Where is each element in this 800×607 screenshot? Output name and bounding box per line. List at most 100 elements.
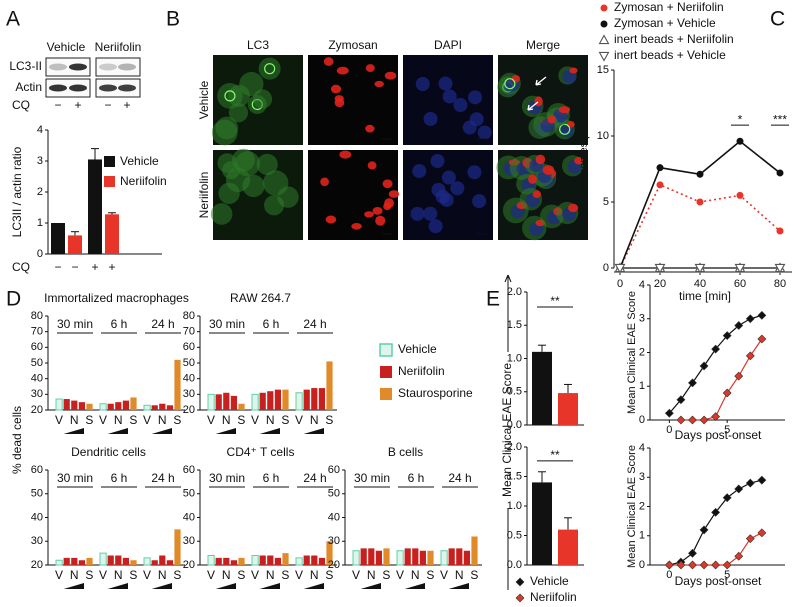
laposome-ring bbox=[224, 90, 236, 102]
zymosan-particle bbox=[569, 67, 578, 74]
y-tick-label: 4 bbox=[639, 442, 645, 454]
cell-dapi bbox=[423, 111, 438, 126]
zymosan-particle bbox=[330, 84, 342, 94]
series-marker bbox=[776, 169, 784, 177]
bar bbox=[318, 388, 325, 410]
series-marker bbox=[734, 263, 746, 274]
zymosan-particle bbox=[574, 156, 584, 165]
y-tick-label: 60 bbox=[183, 464, 195, 476]
x-axis-label: CQ bbox=[12, 260, 30, 274]
x-axis-label: Days post-onset bbox=[675, 428, 762, 442]
micrograph-column-label: Merge bbox=[526, 38, 560, 52]
series-marker bbox=[676, 560, 686, 570]
micrograph-column-label: DAPI bbox=[434, 38, 462, 52]
bar bbox=[230, 560, 237, 565]
dose-wedge bbox=[404, 583, 425, 589]
series-marker bbox=[757, 475, 767, 485]
y-tick-label: 1.5 bbox=[507, 319, 522, 331]
series-marker bbox=[699, 560, 709, 570]
zymosan-particle bbox=[334, 98, 345, 108]
y-tick-label: 15 bbox=[597, 64, 609, 76]
bar bbox=[159, 403, 166, 410]
y-tick-label: 40 bbox=[183, 373, 195, 385]
cell-lc3 bbox=[277, 186, 299, 208]
dose-wedge bbox=[215, 428, 236, 434]
dose-wedge bbox=[259, 428, 280, 434]
bar bbox=[404, 548, 411, 565]
dose-wedge bbox=[303, 583, 324, 589]
zymosan-particle bbox=[528, 174, 537, 184]
legend-label: Neriifolin bbox=[120, 174, 167, 188]
blot-band bbox=[49, 84, 67, 92]
bar bbox=[68, 235, 82, 254]
cell-dapi bbox=[428, 219, 443, 234]
bar-label: S bbox=[129, 568, 137, 582]
y-tick-label: 20 bbox=[31, 404, 43, 416]
y-tick-label: 4 bbox=[639, 279, 645, 291]
cell-lc3 bbox=[242, 174, 265, 198]
micrograph bbox=[308, 55, 398, 145]
bar-label: S bbox=[281, 413, 289, 427]
bar-label: S bbox=[426, 568, 434, 582]
series-marker bbox=[774, 263, 786, 274]
x-tick-label: + bbox=[108, 260, 115, 274]
bar-label: V bbox=[207, 413, 215, 427]
dose-wedge bbox=[448, 583, 469, 589]
significance-label: *** bbox=[773, 112, 787, 126]
cell-dapi bbox=[439, 192, 454, 207]
cell-lc3 bbox=[211, 119, 238, 146]
x-axis-label: time [min] bbox=[679, 289, 731, 303]
series-marker bbox=[676, 415, 686, 425]
y-tick-label: 2.0 bbox=[507, 441, 522, 453]
y-tick-label: 80 bbox=[31, 310, 43, 322]
bar bbox=[311, 388, 318, 410]
bar-label: S bbox=[281, 568, 289, 582]
legend-label: Vehicle bbox=[530, 574, 569, 588]
cell-dapi bbox=[412, 164, 427, 179]
bar bbox=[78, 560, 85, 565]
x-tick-label: 0 bbox=[666, 569, 672, 581]
y-tick-label: 1.5 bbox=[507, 470, 522, 482]
dose-wedge bbox=[151, 583, 172, 589]
significance-label: ** bbox=[550, 294, 560, 308]
blot-frame bbox=[45, 57, 91, 77]
group-label: 6 h bbox=[408, 471, 425, 485]
y-tick-label: 10 bbox=[597, 130, 609, 142]
panel-letter: C bbox=[770, 8, 785, 31]
y-tick-label: 1.0 bbox=[507, 352, 522, 364]
bar bbox=[282, 389, 289, 410]
blot-cq-label: CQ bbox=[12, 98, 30, 112]
x-tick-label: 80 bbox=[774, 278, 786, 290]
bar-label: V bbox=[143, 568, 151, 582]
series-marker bbox=[699, 415, 709, 425]
bar-label: S bbox=[85, 568, 93, 582]
panel-letter: D bbox=[6, 288, 21, 311]
legend-label: Vehicle bbox=[398, 342, 437, 356]
blot-frame bbox=[95, 57, 141, 77]
bar bbox=[207, 393, 215, 411]
bar bbox=[55, 398, 63, 411]
legend-marker bbox=[598, 51, 610, 62]
dose-wedge bbox=[107, 428, 128, 434]
legend-marker bbox=[600, 4, 608, 12]
cell-lc3 bbox=[232, 148, 255, 172]
bar bbox=[107, 403, 114, 410]
bar bbox=[78, 402, 85, 410]
bar bbox=[174, 359, 181, 410]
x-tick-label: 0 bbox=[617, 278, 623, 290]
legend-swatch bbox=[379, 343, 393, 357]
panel-title: CD4⁺ T cells bbox=[227, 445, 295, 459]
group-label: 30 min bbox=[209, 317, 245, 331]
y-tick-label: 2 bbox=[37, 186, 43, 198]
group-label: 30 min bbox=[57, 471, 93, 485]
bar bbox=[207, 555, 215, 566]
dose-wedge bbox=[259, 583, 280, 589]
y-tick-label: 50 bbox=[31, 488, 43, 500]
panel-title: RAW 264.7 bbox=[230, 291, 291, 305]
bar bbox=[282, 553, 289, 565]
blot-cq-sign: − bbox=[104, 98, 111, 112]
micrograph-column-label: LC3 bbox=[247, 38, 269, 52]
legend-marker bbox=[515, 593, 525, 603]
series-marker bbox=[745, 351, 755, 361]
bar bbox=[86, 403, 93, 410]
